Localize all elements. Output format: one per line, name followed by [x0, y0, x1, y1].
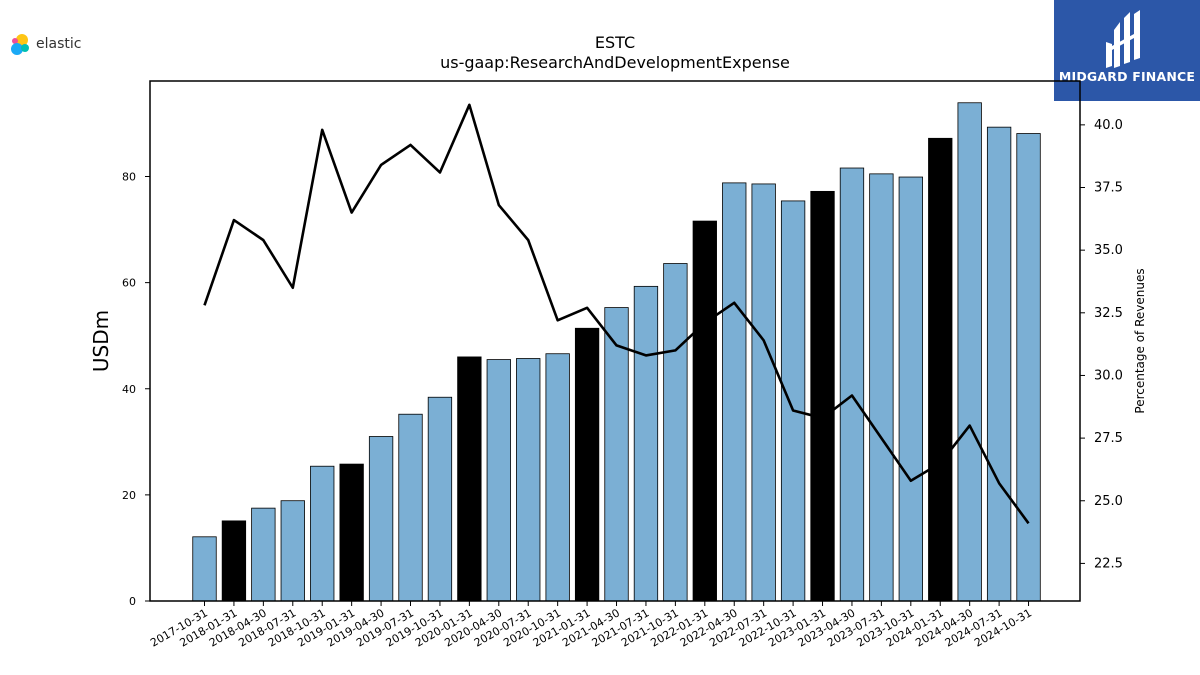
bar-2018-10-31: [310, 465, 335, 602]
bar-2021-07-31: [633, 285, 659, 602]
y2-tick-label: 35.0: [1094, 243, 1123, 258]
y-tick-label: 40: [122, 383, 136, 396]
bar-2020-10-31: [545, 353, 570, 602]
left-axis-ticks: 0 20 40 60 80: [122, 171, 150, 608]
bar-2022-10-31: [780, 200, 806, 602]
y2-tick-label: 27.5: [1094, 431, 1123, 446]
right-axis-ticks: 22.5 25.0 27.5 30.0 32.5 35.0 37.5 40.0: [1080, 118, 1123, 571]
chart-title: ESTC: [595, 33, 635, 52]
bar-2022-01-31: [692, 220, 717, 602]
midgard-finance-logo: MIDGARD FINANCE: [1054, 0, 1200, 101]
y-tick-label: 60: [122, 277, 136, 290]
bar-2020-01-31: [457, 356, 482, 602]
y2-tick-label: 32.5: [1094, 306, 1123, 321]
elastic-logo: elastic: [8, 32, 81, 56]
bar-2021-10-31: [663, 263, 688, 602]
y2-tick-label: 25.0: [1094, 494, 1123, 509]
y2-tick-label: 30.0: [1094, 368, 1123, 383]
bar-2021-04-30: [604, 307, 629, 602]
bar-2019-10-31: [427, 396, 453, 602]
y2-axis-label: Percentage of Revenues: [1133, 268, 1147, 413]
bar-2022-04-30: [722, 182, 747, 602]
bar-2020-07-31: [516, 358, 541, 602]
midgard-logo-text: MIDGARD FINANCE: [1058, 69, 1196, 84]
y2-tick-label: 40.0: [1094, 118, 1123, 133]
x-axis-ticks: 2017-10-312018-01-312018-04-302018-07-31…: [148, 601, 1034, 650]
bar-2024-07-31: [986, 126, 1012, 602]
bar-2018-04-30: [251, 507, 276, 602]
chart-subtitle: us-gaap:ResearchAndDevelopmentExpense: [440, 53, 790, 72]
bar-2018-01-31: [221, 520, 247, 602]
elastic-logo-icon: [11, 34, 29, 55]
bar-2019-04-30: [368, 436, 394, 602]
plot-frame: [149, 80, 1081, 602]
bar-2022-07-31: [751, 183, 776, 602]
bar-2024-04-30: [957, 102, 982, 602]
bar-2017-10-31: [192, 536, 217, 602]
midgard-logo-icon: [1106, 10, 1140, 68]
line-group: [203, 103, 1030, 525]
bar-2021-01-31: [574, 327, 600, 602]
bar-2020-04-30: [486, 359, 511, 602]
bar-2024-01-31: [928, 137, 953, 602]
elastic-logo-text: elastic: [36, 36, 82, 52]
y-tick-label: 80: [122, 171, 136, 184]
bar-2023-01-31: [810, 190, 835, 602]
bar-2019-07-31: [398, 413, 423, 602]
revenue-percentage-line: [203, 103, 1030, 525]
bar-2023-04-30: [839, 167, 865, 602]
bar-2018-07-31: [280, 500, 305, 602]
bar-2023-07-31: [869, 173, 894, 602]
bar-2023-10-31: [898, 176, 923, 602]
y-axis-label: USDm: [89, 310, 113, 372]
bar-2024-10-31: [1016, 133, 1041, 602]
y-tick-label: 0: [129, 595, 136, 608]
bars-group: [192, 102, 1041, 602]
y2-tick-label: 22.5: [1094, 556, 1123, 571]
bar-2019-01-31: [339, 463, 364, 602]
y2-tick-label: 37.5: [1094, 181, 1123, 196]
y-tick-label: 20: [122, 489, 136, 502]
